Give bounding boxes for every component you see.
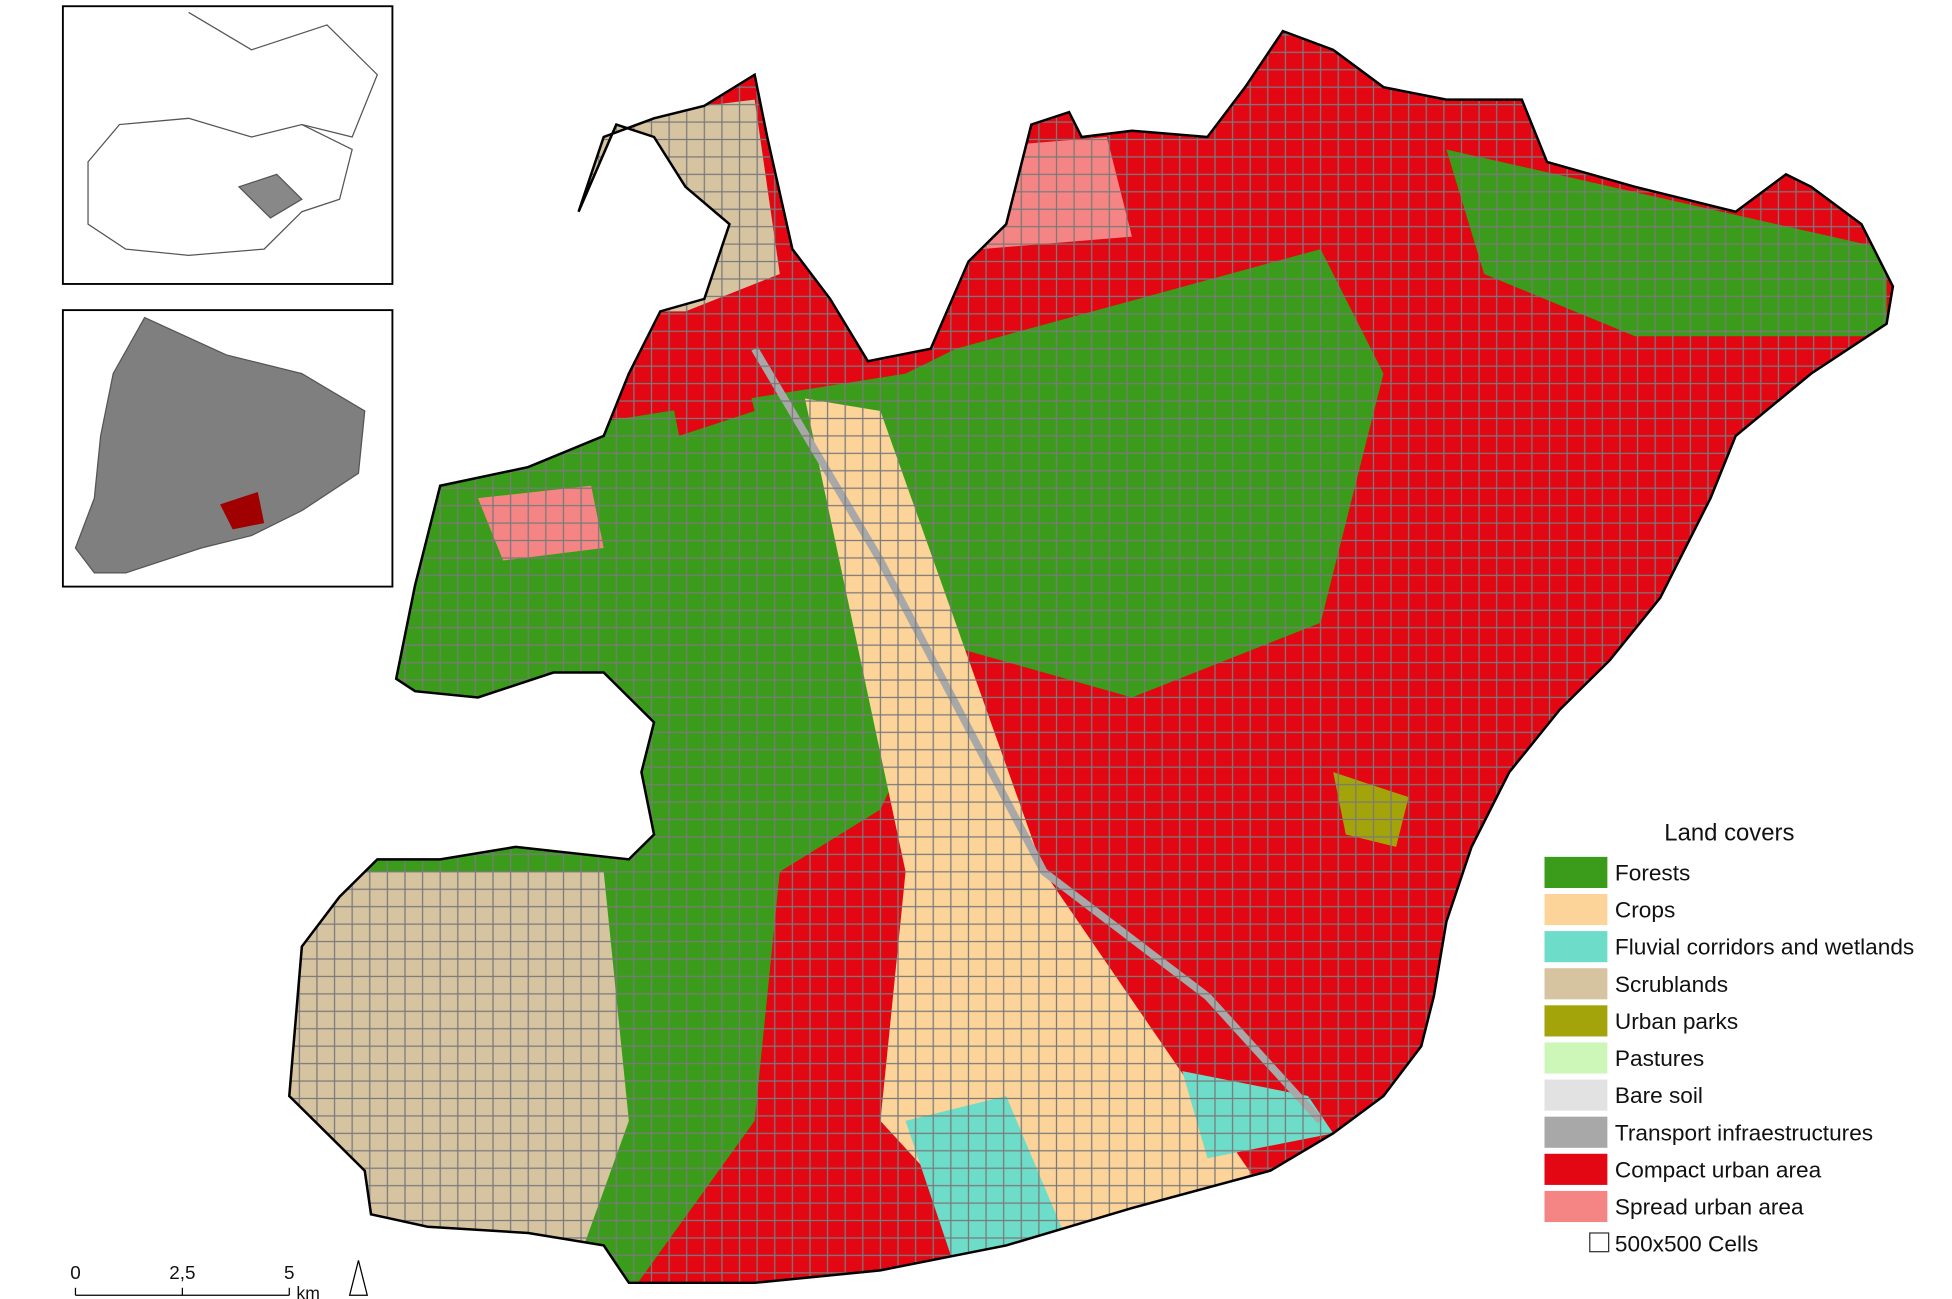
- legend-swatch: [1544, 1116, 1608, 1148]
- north-arrow: [348, 1260, 369, 1296]
- legend-swatch: [1544, 1042, 1608, 1074]
- scale-label: 5: [284, 1262, 294, 1283]
- legend-swatch: [1544, 1079, 1608, 1111]
- legend-label: Compact urban area: [1615, 1158, 1822, 1183]
- legend-label: 500x500 Cells: [1615, 1232, 1758, 1257]
- legend-label: Urban parks: [1615, 1009, 1738, 1034]
- inset-catalonia: [61, 309, 394, 588]
- legend-swatch: [1544, 1190, 1608, 1223]
- legend-swatch: [1544, 893, 1608, 926]
- legend-swatch: [1544, 931, 1608, 963]
- legend-label: Fluvial corridors and wetlands: [1615, 935, 1914, 960]
- scale-unit: km: [296, 1283, 319, 1299]
- legend: Land covers Forests Crops Fluvial corridor…: [1544, 820, 1914, 1257]
- scale-label: 2,5: [169, 1262, 195, 1283]
- scale-label: 0: [70, 1262, 80, 1283]
- legend-label: Pastures: [1615, 1046, 1704, 1071]
- legend-label: Bare soil: [1615, 1083, 1703, 1108]
- region-outline: [287, 29, 1895, 1285]
- legend-cell-swatch: [1589, 1232, 1610, 1253]
- legend-swatch: [1544, 968, 1608, 1000]
- legend-label: Crops: [1615, 898, 1675, 923]
- scale-bar: 0 2,5 5km: [70, 1260, 369, 1299]
- legend-label: Forests: [1615, 861, 1690, 886]
- legend-label: Transport infraestructures: [1615, 1120, 1873, 1145]
- legend-title: Land covers: [1664, 820, 1794, 847]
- inset-europe: [61, 5, 394, 285]
- legend-label: Scrublands: [1615, 972, 1728, 997]
- legend-swatch: [1544, 856, 1608, 889]
- legend-swatch: [1544, 1153, 1608, 1185]
- legend-label: Spread urban area: [1615, 1195, 1804, 1220]
- legend-swatch: [1544, 1005, 1608, 1037]
